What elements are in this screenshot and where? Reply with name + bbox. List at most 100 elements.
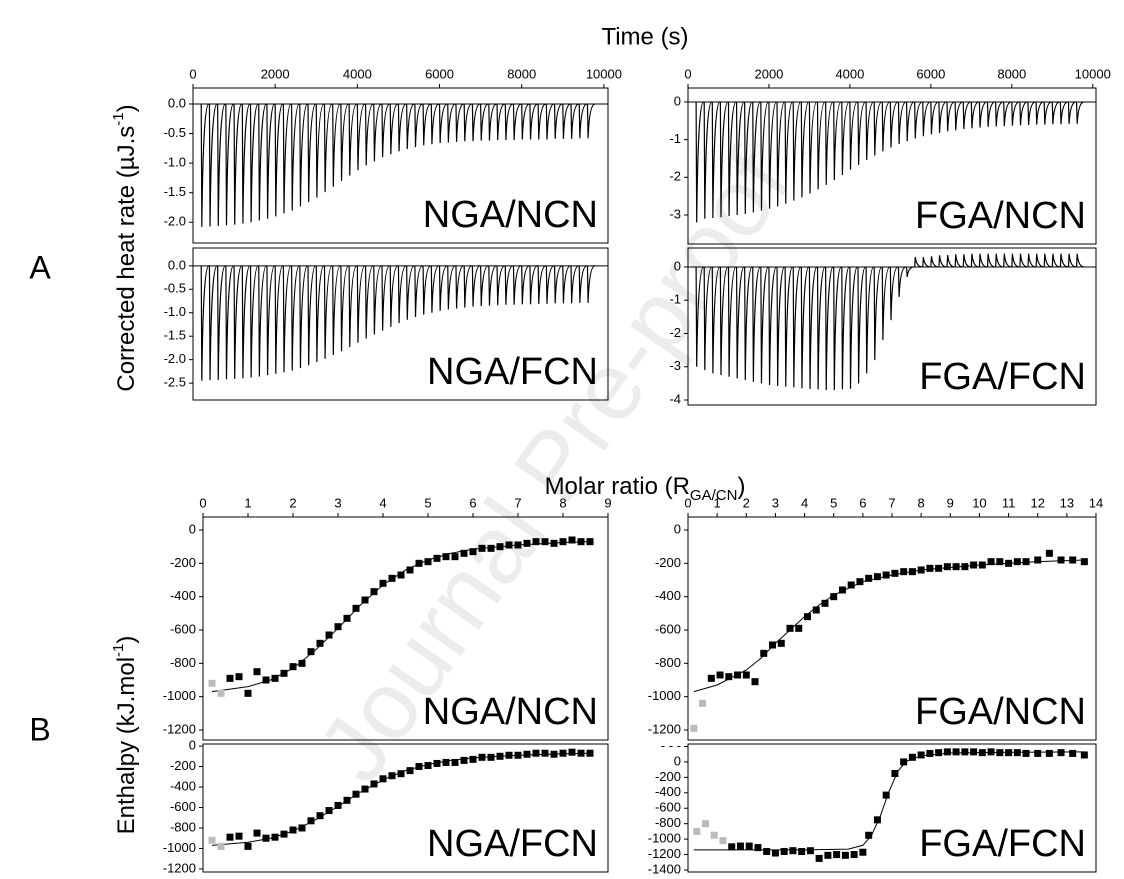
x-tick-label: 4000 [343, 66, 372, 81]
injection-peak [512, 265, 522, 305]
data-point [701, 820, 709, 828]
data-point [343, 796, 351, 804]
injection-peak [727, 266, 737, 377]
injection-peak [529, 103, 538, 140]
data-point [1057, 556, 1065, 564]
injection-peak [881, 266, 891, 341]
injection-peak [578, 103, 588, 139]
y-tick-label: -1.5 [164, 328, 186, 343]
data-point [693, 827, 701, 835]
data-point [280, 830, 288, 838]
injection-peak [438, 265, 448, 311]
injection-peak [373, 103, 382, 162]
data-point [865, 831, 873, 839]
x-tick-label: 3 [772, 495, 779, 510]
y-tick-label: -400 [655, 784, 681, 799]
injection-peak [217, 265, 226, 380]
data-point [935, 564, 943, 572]
injection-peak [833, 101, 842, 180]
data-point [217, 842, 225, 850]
injection-peak [562, 103, 571, 139]
injection-peak [471, 103, 481, 142]
data-point [943, 563, 951, 571]
injection-peak [1043, 101, 1052, 125]
x-tick-label: 3 [334, 495, 341, 510]
injection-peak [463, 103, 473, 142]
data-point [815, 854, 823, 862]
injection-peak [225, 103, 235, 226]
injection-peak [208, 103, 218, 227]
data-point [424, 558, 432, 566]
data-point [710, 831, 718, 839]
data-point [952, 563, 960, 571]
x-tick-label: 6000 [425, 66, 454, 81]
injection-peak [711, 266, 721, 374]
injection-peak [825, 266, 834, 391]
y-tick-label: -0.5 [164, 281, 186, 296]
injection-peak [241, 265, 251, 379]
x-tick-label: 2000 [261, 66, 290, 81]
data-point [388, 574, 396, 582]
data-point [917, 566, 925, 574]
injection-peak [553, 265, 563, 304]
data-point [415, 559, 423, 567]
y-tick-label: -3 [669, 358, 681, 373]
injection-peak [800, 266, 810, 389]
y-tick-label: 0 [674, 93, 681, 108]
data-point [217, 689, 225, 697]
injection-peak [1035, 101, 1044, 125]
injection-peak [233, 265, 243, 379]
injection-peak [447, 265, 456, 310]
injection-peak [356, 103, 366, 171]
injection-peak [703, 266, 713, 371]
injection-peak [1067, 253, 1077, 268]
data-point [838, 586, 846, 594]
data-point [812, 606, 820, 614]
data-point [728, 843, 736, 851]
injection-peak [364, 265, 374, 339]
injection-peak [249, 103, 259, 223]
x-tick-label: 0 [189, 66, 196, 81]
data-point [978, 749, 986, 757]
data-point [244, 689, 252, 697]
data-point [208, 679, 216, 687]
injection-peak [389, 103, 399, 155]
panel-label: NGA/NCN [423, 194, 598, 236]
data-point [760, 649, 768, 657]
data-point [734, 671, 742, 679]
data-point [469, 548, 477, 556]
data-point [908, 568, 916, 576]
injection-peak [1059, 101, 1069, 125]
injection-peak [422, 103, 431, 146]
injection-peak [768, 101, 778, 209]
x-tick-label: 9 [947, 495, 954, 510]
x-tick-label: 2 [743, 495, 750, 510]
injection-peak [1075, 253, 1085, 268]
y-tick-label: -2.0 [164, 214, 186, 229]
data-point [451, 553, 459, 561]
data-point [325, 807, 333, 815]
data-point [970, 561, 978, 569]
injection-peak [849, 266, 858, 389]
data-point [487, 753, 495, 761]
data-point [699, 699, 707, 707]
data-point [586, 749, 594, 757]
panel-label: FGA/NCN [915, 195, 1086, 237]
injection-peak [735, 101, 745, 215]
y-tick-label: -400 [655, 588, 681, 603]
data-point [505, 541, 513, 549]
data-point [541, 538, 549, 546]
injection-peak [922, 256, 931, 268]
injection-peak [545, 265, 555, 304]
data-point [442, 758, 450, 766]
plots: 0.0-0.5-1.0-1.5-2.00 2000 4000 6000 8000 1000… [163, 66, 1111, 876]
data-point [496, 752, 504, 760]
injection-peak [1011, 253, 1020, 268]
injection-peak [970, 253, 979, 268]
injection-peak [496, 103, 505, 141]
data-point [541, 749, 549, 757]
y-tick-label: -1.0 [164, 304, 186, 319]
injection-peak [914, 101, 923, 139]
data-point [415, 763, 423, 771]
injection-peak [873, 101, 882, 156]
